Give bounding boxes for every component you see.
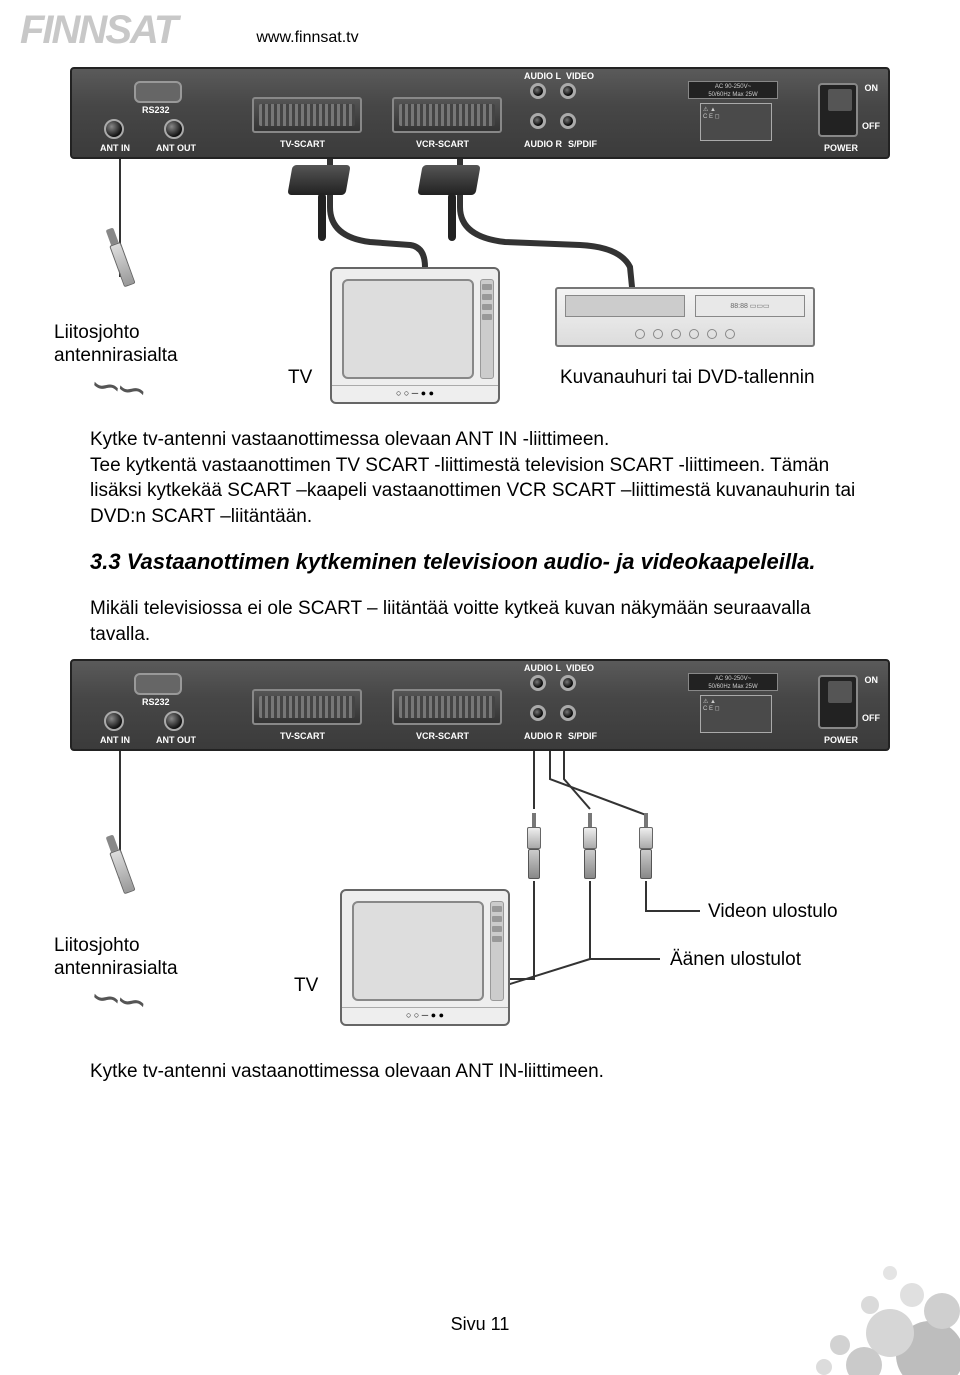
decorative-circles-icon bbox=[760, 1255, 960, 1375]
spdif-label: S/PDIF bbox=[568, 139, 597, 149]
on-label: ON bbox=[865, 83, 879, 93]
paragraph-2: Mikäli televisiossa ei ole SCART – liitä… bbox=[0, 576, 960, 647]
rs232-port-2 bbox=[134, 673, 182, 695]
vcr-label: Kuvanauhuri tai DVD-tallennin bbox=[560, 367, 815, 390]
power-switch-2 bbox=[818, 675, 858, 729]
off-label: OFF bbox=[862, 121, 880, 131]
spdif-label-2: S/PDIF bbox=[568, 731, 597, 741]
ant-out-port-2 bbox=[164, 711, 184, 731]
rca-ports-2 bbox=[530, 675, 630, 737]
rca-plug-2 bbox=[580, 813, 600, 879]
ant-out-label: ANT OUT bbox=[156, 143, 196, 153]
warning-plate: ⚠ ▲C E ◻ bbox=[700, 103, 772, 141]
tv-scart-label-2: TV-SCART bbox=[280, 731, 325, 741]
video-out-label: Videon ulostulo bbox=[708, 901, 838, 924]
tv-scart-port bbox=[252, 97, 362, 133]
ac-rating-label: AC 90-250V~50/60Hz Max 25W bbox=[688, 81, 778, 99]
cable-wavy-icon: ∽∽ bbox=[89, 374, 143, 404]
on-label-2: ON bbox=[865, 675, 879, 685]
vcr-scart-port bbox=[392, 97, 502, 133]
vcr-scart-port-2 bbox=[392, 689, 502, 725]
tv-device: ○ ○ ─ ● ● bbox=[330, 267, 500, 404]
audio-out-label: Äänen ulostulot bbox=[670, 949, 801, 972]
section-heading: 3.3 Vastaanottimen kytkeminen televisioo… bbox=[0, 530, 960, 577]
paragraph-3: Kytke tv-antenni vastaanottimessa olevaa… bbox=[0, 1029, 960, 1085]
video-label-2: VIDEO bbox=[566, 663, 594, 673]
cable-wavy-icon-2: ∽∽ bbox=[89, 986, 143, 1016]
warning-plate-2: ⚠ ▲C E ◻ bbox=[700, 695, 772, 733]
scart-plug-vcr bbox=[420, 165, 484, 225]
rs232-label-2: RS232 bbox=[142, 697, 170, 707]
antenna-cable-label-2: Liitosjohto antennirasialta bbox=[54, 935, 178, 981]
ant-out-label-2: ANT OUT bbox=[156, 735, 196, 745]
rca-ports bbox=[530, 83, 630, 145]
rs232-port bbox=[134, 81, 182, 103]
connection-diagram-2: RS232 ANT IN ANT OUT TV-SCART VCR-SCART … bbox=[60, 659, 900, 1029]
tv-label-2: TV bbox=[294, 975, 318, 998]
audio-r-label: AUDIO R bbox=[524, 139, 562, 149]
paragraph-1: Kytke tv-antenni vastaanottimessa olevaa… bbox=[0, 407, 960, 530]
vcr-device: 88:88 ▭▭▭ bbox=[555, 287, 815, 347]
audio-r-label-2: AUDIO R bbox=[524, 731, 562, 741]
receiver-back-panel: RS232 ANT IN ANT OUT TV-SCART VCR-SCART … bbox=[70, 67, 890, 159]
audio-l-label: AUDIO L bbox=[524, 71, 561, 81]
rs232-label: RS232 bbox=[142, 105, 170, 115]
power-switch bbox=[818, 83, 858, 137]
power-label-2: POWER bbox=[824, 735, 858, 745]
connection-diagram-1: RS232 ANT IN ANT OUT TV-SCART VCR-SCART … bbox=[60, 67, 900, 407]
vcr-scart-label: VCR-SCART bbox=[416, 139, 469, 149]
audio-l-label-2: AUDIO L bbox=[524, 663, 561, 673]
scart-plug-tv bbox=[290, 165, 354, 225]
tv-device-2: ○ ○ ─ ● ● bbox=[340, 889, 510, 1026]
website-url: www.finnsat.tv bbox=[256, 29, 358, 47]
rca-plug-1 bbox=[524, 813, 544, 879]
brand-logo: FINNSAT bbox=[20, 8, 176, 53]
antenna-cable-label: Liitosjohto antennirasialta bbox=[54, 322, 178, 368]
tv-scart-port-2 bbox=[252, 689, 362, 725]
rca-plug-3 bbox=[636, 813, 656, 879]
ant-in-label-2: ANT IN bbox=[100, 735, 130, 745]
ant-in-label: ANT IN bbox=[100, 143, 130, 153]
tv-label: TV bbox=[288, 367, 312, 390]
ant-in-port-2 bbox=[104, 711, 124, 731]
ac-rating-label-2: AC 90-250V~50/60Hz Max 25W bbox=[688, 673, 778, 691]
video-label: VIDEO bbox=[566, 71, 594, 81]
ant-in-port bbox=[104, 119, 124, 139]
page-header: FINNSAT www.finnsat.tv bbox=[0, 0, 960, 57]
off-label-2: OFF bbox=[862, 713, 880, 723]
vcr-scart-label-2: VCR-SCART bbox=[416, 731, 469, 741]
tv-scart-label: TV-SCART bbox=[280, 139, 325, 149]
ant-out-port bbox=[164, 119, 184, 139]
receiver-back-panel-2: RS232 ANT IN ANT OUT TV-SCART VCR-SCART … bbox=[70, 659, 890, 751]
power-label: POWER bbox=[824, 143, 858, 153]
